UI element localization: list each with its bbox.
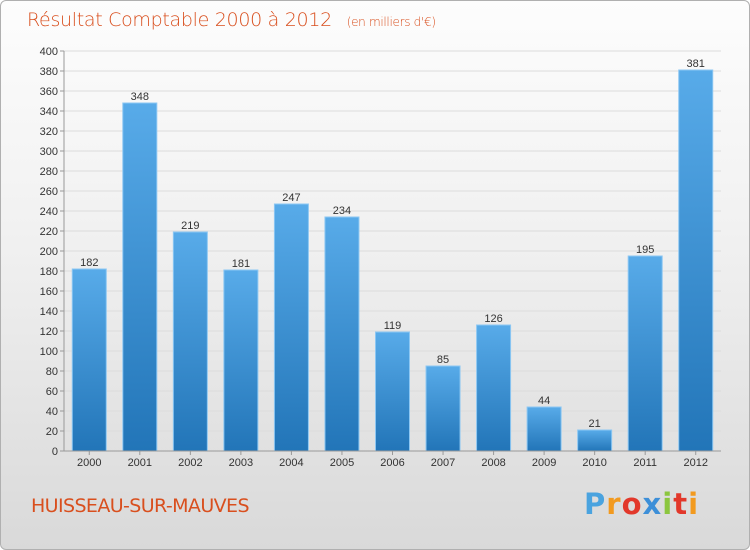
bar-value-label: 126 bbox=[484, 313, 502, 325]
bar-value-label: 44 bbox=[538, 395, 550, 407]
x-axis: 2000 2001 2002 2003 2004 2005 2006 2007 2008 2009… bbox=[64, 450, 721, 469]
y-tick-label: 200 bbox=[40, 246, 58, 258]
y-tick-label: 120 bbox=[40, 326, 58, 338]
y-tick-label: 360 bbox=[40, 86, 58, 98]
bar-2002 bbox=[172, 231, 208, 452]
bar-value-label: 181 bbox=[232, 258, 250, 270]
x-tick-label: 2002 bbox=[178, 457, 202, 469]
brand-letter: r bbox=[606, 487, 622, 521]
bar-2009 bbox=[526, 406, 562, 452]
bar-value-label: 182 bbox=[80, 257, 98, 269]
x-tick-label: 2004 bbox=[279, 457, 303, 469]
bar-2000 bbox=[71, 268, 107, 452]
y-tick-label: 220 bbox=[40, 226, 58, 238]
y-tick-label: 300 bbox=[40, 146, 58, 158]
x-tick-label: 2005 bbox=[330, 457, 354, 469]
y-tick-label: 380 bbox=[40, 66, 58, 78]
bar-2004 bbox=[273, 203, 309, 452]
x-tick-label: 2009 bbox=[532, 457, 556, 469]
bar-value-label: 234 bbox=[333, 205, 351, 217]
y-tick-label: 340 bbox=[40, 106, 58, 118]
x-tick-label: 2012 bbox=[683, 457, 707, 469]
brand-letter: i bbox=[688, 487, 700, 521]
bar-2003 bbox=[223, 269, 259, 452]
bar-2010 bbox=[577, 429, 613, 452]
brand-letter: t bbox=[673, 487, 689, 521]
bar-value-label: 247 bbox=[282, 192, 300, 204]
bar-2007 bbox=[425, 365, 461, 452]
bar-2005 bbox=[324, 216, 360, 452]
bar-2006 bbox=[375, 331, 410, 452]
bar-2008 bbox=[476, 324, 512, 452]
location-name: HUISSEAU-SUR-MAUVES bbox=[31, 495, 250, 517]
y-tick-label: 260 bbox=[40, 186, 58, 198]
x-tick-label: 2000 bbox=[77, 457, 101, 469]
chart-unit-note: (en milliers d'€) bbox=[346, 15, 436, 29]
y-tick-label: 160 bbox=[40, 286, 58, 298]
bar-value-label: 21 bbox=[589, 418, 601, 430]
x-tick-label: 2001 bbox=[128, 457, 152, 469]
y-tick-label: 140 bbox=[40, 306, 58, 318]
brand-letter: o bbox=[621, 487, 643, 521]
y-tick-label: 320 bbox=[40, 126, 58, 138]
y-tick-label: 60 bbox=[46, 386, 58, 398]
y-tick-label: 240 bbox=[40, 206, 58, 218]
bar-2011 bbox=[627, 255, 663, 452]
y-axis: 0 20 40 60 80 100 120 140 160 180 200 220 240 260 280 3… bbox=[40, 46, 65, 458]
x-tick-label: 2011 bbox=[633, 457, 657, 469]
y-tick-label: 40 bbox=[46, 406, 58, 418]
bar-2012 bbox=[678, 69, 714, 452]
bar-value-label: 348 bbox=[131, 91, 149, 103]
brand-logo: Proxiti bbox=[584, 487, 699, 521]
brand-letter: x bbox=[642, 487, 663, 521]
bar-value-label: 85 bbox=[437, 354, 449, 366]
y-tick-label: 280 bbox=[40, 166, 58, 178]
bar-value-label: 381 bbox=[687, 58, 705, 70]
x-tick-label: 2007 bbox=[431, 457, 455, 469]
brand-letter: P bbox=[584, 487, 607, 521]
x-tick-label: 2010 bbox=[582, 457, 606, 469]
bar-value-label: 195 bbox=[636, 244, 654, 256]
y-tick-label: 180 bbox=[40, 266, 58, 278]
bar-2001 bbox=[122, 102, 158, 452]
y-tick-label: 20 bbox=[46, 426, 58, 438]
brand-letter: i bbox=[662, 487, 674, 521]
chart-title-text: Résultat Comptable 2000 à 2012 bbox=[27, 9, 332, 31]
x-tick-label: 2003 bbox=[229, 457, 253, 469]
bar-value-label: 219 bbox=[181, 220, 199, 232]
x-tick-label: 2008 bbox=[481, 457, 505, 469]
x-tick-label: 2006 bbox=[380, 457, 404, 469]
y-tick-label: 400 bbox=[40, 46, 58, 58]
bar-value-label: 119 bbox=[384, 320, 402, 332]
y-tick-label: 80 bbox=[46, 366, 58, 378]
y-tick-label: 100 bbox=[40, 346, 58, 358]
chart-title: Résultat Comptable 2000 à 2012 (en milli… bbox=[27, 9, 436, 31]
y-tick-label: 0 bbox=[52, 446, 58, 458]
bars: 182 348 219 181 247 234 119 85 126 44 21 195 381 bbox=[71, 58, 714, 452]
